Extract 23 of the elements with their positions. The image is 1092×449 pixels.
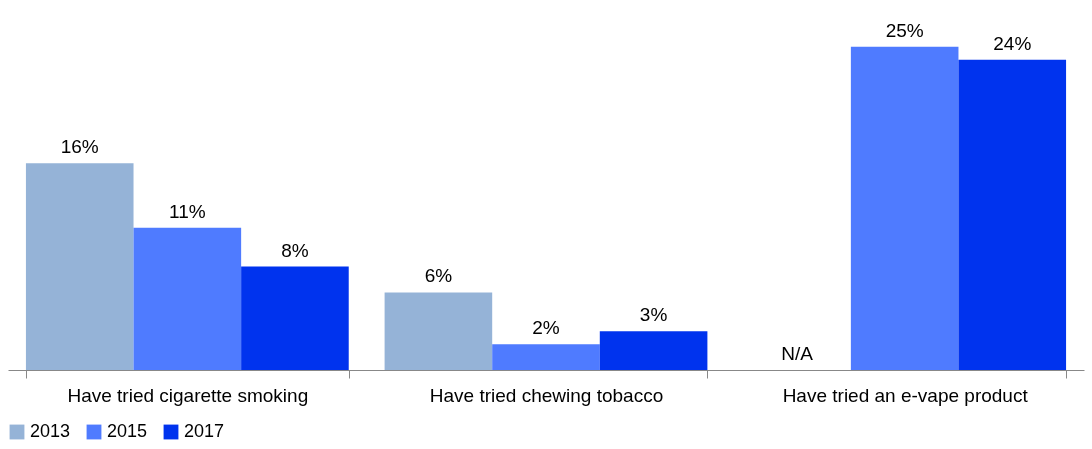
legend-label: 2013 bbox=[30, 421, 71, 441]
data-label: 3% bbox=[639, 304, 668, 326]
data-label: 16% bbox=[60, 136, 99, 158]
bar bbox=[599, 331, 708, 370]
data-label: 2% bbox=[532, 317, 560, 339]
data-label: 24% bbox=[993, 32, 1032, 54]
bar bbox=[133, 227, 242, 370]
bar bbox=[850, 46, 959, 370]
data-label: 11% bbox=[169, 200, 206, 222]
legend-label: 2015 bbox=[107, 421, 148, 441]
x-tick-label: Have tried chewing tobacco bbox=[429, 384, 664, 406]
x-tick-label: Have tried cigarette smoking bbox=[67, 384, 309, 406]
data-label: 8% bbox=[281, 239, 309, 261]
text: N/A bbox=[781, 343, 813, 364]
bar bbox=[25, 163, 134, 370]
bar bbox=[492, 344, 600, 370]
data-label: 25% bbox=[885, 19, 924, 41]
bar bbox=[384, 292, 493, 370]
bar bbox=[241, 266, 349, 370]
legend-label: 2017 bbox=[184, 421, 225, 441]
x-tick-label: Have tried an e-vape product bbox=[782, 384, 1029, 406]
bar bbox=[958, 59, 1067, 370]
data-label: 6% bbox=[424, 265, 453, 287]
